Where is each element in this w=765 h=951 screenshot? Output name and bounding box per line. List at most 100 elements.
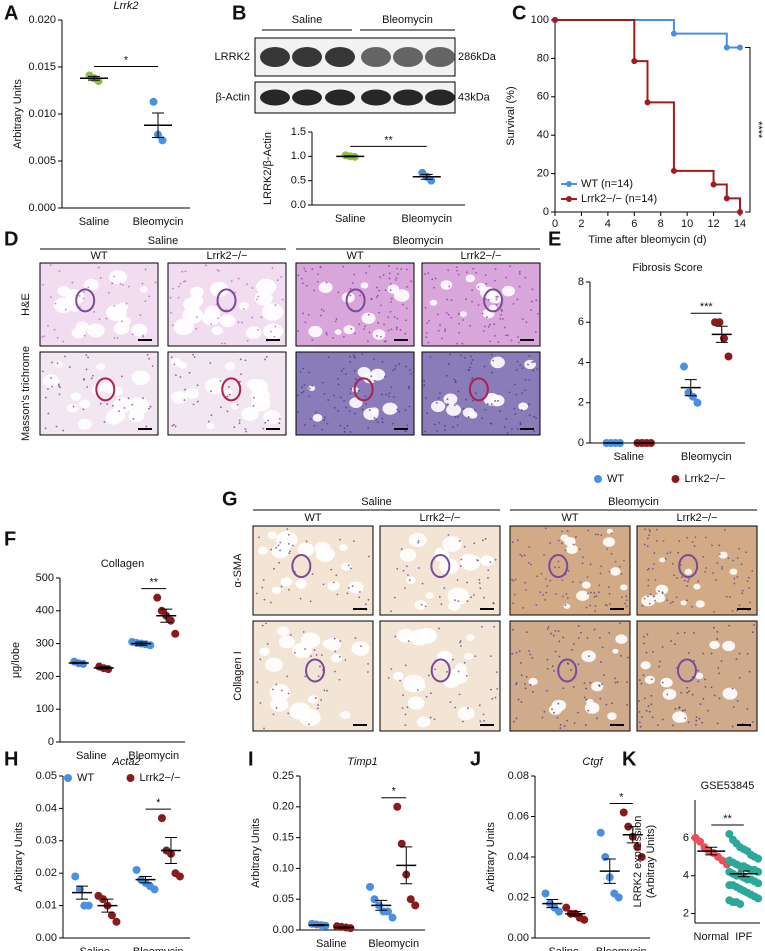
- nucleus: [697, 669, 700, 672]
- nucleus: [144, 300, 147, 303]
- nucleus: [266, 643, 269, 645]
- nucleus: [390, 668, 393, 671]
- y-axis-label: (Arbitray Units): [645, 825, 657, 898]
- legend-label: Lrrk2−/−: [685, 473, 726, 485]
- nucleus: [500, 313, 502, 316]
- nucleus: [625, 605, 628, 608]
- survival-point: [552, 17, 558, 23]
- x-tick-label: Saline: [79, 946, 110, 951]
- nucleus: [515, 651, 518, 654]
- nucleus: [359, 591, 361, 593]
- nucleus: [210, 323, 213, 326]
- nucleus: [515, 683, 518, 686]
- y-tick-label: 0.00: [273, 924, 294, 936]
- nucleus: [457, 415, 459, 418]
- nucleus: [473, 408, 476, 411]
- nucleus: [261, 624, 264, 627]
- nucleus: [456, 424, 459, 427]
- nucleus: [376, 294, 379, 297]
- nucleus: [281, 298, 284, 301]
- nucleus: [444, 429, 447, 432]
- blot-band: [361, 47, 391, 67]
- alveolus: [460, 553, 477, 568]
- nucleus: [561, 579, 564, 582]
- nucleus: [598, 591, 600, 594]
- nucleus: [405, 319, 407, 322]
- nucleus: [392, 422, 394, 425]
- nucleus: [541, 716, 544, 719]
- nucleus: [713, 694, 716, 697]
- nucleus: [614, 677, 616, 680]
- nucleus: [469, 355, 472, 358]
- nucleus: [192, 403, 195, 406]
- nucleus: [455, 266, 458, 269]
- nucleus: [528, 414, 531, 417]
- nucleus: [373, 417, 376, 419]
- alveolus: [339, 543, 348, 551]
- nucleus: [78, 295, 81, 297]
- nucleus: [309, 417, 312, 420]
- nucleus: [524, 683, 526, 685]
- nucleus: [566, 597, 569, 600]
- nucleus: [320, 308, 323, 311]
- nucleus: [379, 335, 382, 338]
- alveolus: [204, 377, 226, 395]
- alveolus: [602, 537, 616, 547]
- alveolus: [722, 640, 736, 652]
- x-tick-label: Bleomycin: [401, 213, 452, 225]
- nucleus: [716, 638, 719, 640]
- alveolus: [131, 370, 150, 385]
- airway: [557, 658, 578, 683]
- nucleus: [478, 704, 481, 707]
- nucleus: [519, 423, 522, 426]
- nucleus: [396, 567, 399, 570]
- alveolus: [443, 393, 458, 405]
- nucleus: [311, 384, 314, 387]
- nucleus: [210, 414, 213, 417]
- alveolus: [206, 422, 215, 430]
- nucleus: [718, 697, 721, 700]
- nucleus: [424, 306, 427, 309]
- nucleus: [733, 582, 736, 585]
- alveolus: [442, 536, 462, 552]
- nucleus: [451, 658, 454, 661]
- nucleus: [567, 569, 570, 572]
- blot-band: [393, 47, 423, 67]
- nucleus: [491, 697, 494, 700]
- nucleus: [449, 353, 452, 356]
- nucleus: [103, 421, 106, 423]
- nucleus: [446, 670, 448, 673]
- nucleus: [519, 553, 522, 556]
- nucleus: [539, 591, 542, 594]
- nucleus: [409, 369, 411, 371]
- nucleus: [337, 410, 340, 412]
- row-label: Collagen I: [232, 651, 244, 701]
- airway: [95, 377, 116, 402]
- nucleus: [429, 716, 432, 719]
- nucleus: [216, 268, 219, 271]
- error-bar: [312, 923, 325, 927]
- nucleus: [653, 563, 656, 565]
- alveolus: [263, 323, 284, 340]
- nucleus: [710, 686, 713, 689]
- nucleus: [606, 548, 608, 550]
- nucleus: [319, 314, 322, 317]
- nucleus: [643, 642, 645, 645]
- nucleus: [654, 599, 656, 602]
- nucleus: [466, 707, 469, 710]
- nucleus: [601, 683, 603, 686]
- nucleus: [510, 427, 513, 430]
- alveolus: [188, 295, 204, 307]
- nucleus: [401, 707, 404, 710]
- alveolus: [348, 581, 364, 594]
- nucleus: [338, 655, 341, 658]
- alveolus: [640, 661, 651, 670]
- nucleus: [545, 591, 548, 594]
- nucleus: [461, 342, 464, 345]
- nucleus: [322, 310, 325, 312]
- nucleus: [590, 591, 592, 594]
- column-label: WT: [304, 512, 321, 524]
- alveolus: [318, 281, 333, 293]
- nucleus: [469, 324, 472, 327]
- nucleus: [293, 651, 296, 654]
